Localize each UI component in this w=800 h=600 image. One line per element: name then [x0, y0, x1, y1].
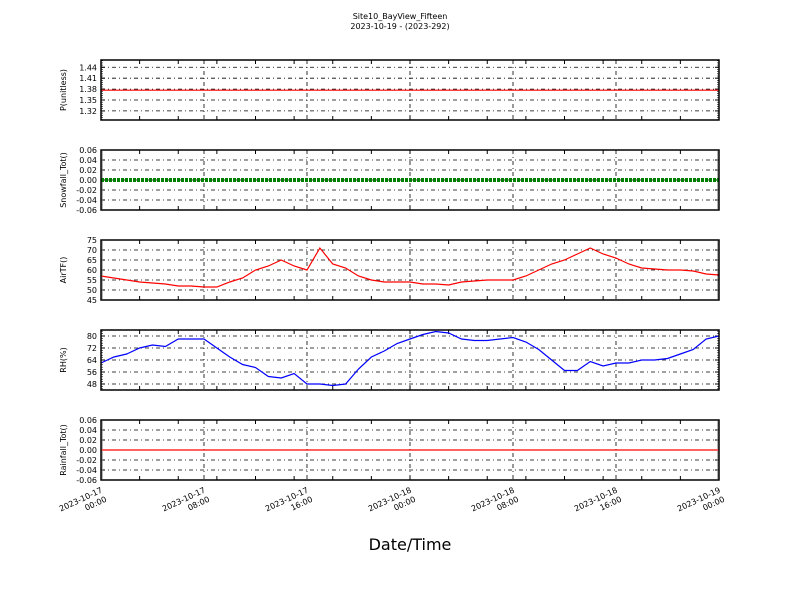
y-axis-label: Rainfall_Tot()	[59, 424, 68, 476]
y-tick-label: 64	[87, 356, 97, 365]
y-tick-label: 45	[87, 296, 97, 305]
y-tick-label: 70	[87, 246, 97, 255]
y-tick-label: -0.04	[76, 196, 97, 205]
y-tick-label: -0.06	[76, 206, 97, 215]
panel-frame	[100, 239, 720, 301]
chart-subtitle: 2023-10-19 - (2023-292)	[350, 22, 449, 31]
x-tick-label: 2023-10-1800:00	[367, 486, 417, 523]
y-tick-label: 0.06	[79, 416, 97, 425]
y-axis-label: Snowfall_Tot()	[59, 152, 68, 208]
x-tick-label: 2023-10-1816:00	[573, 486, 623, 523]
y-tick-label: 55	[87, 276, 97, 285]
x-tick-label: 2023-10-1700:00	[58, 486, 108, 523]
y-tick-label: 75	[87, 236, 97, 245]
panel-3: 48 56 64 72 80 RH(%)	[59, 329, 720, 391]
y-tick-label: 1.32	[79, 107, 97, 116]
x-tick-label: 2023-10-1900:00	[676, 486, 726, 523]
y-tick-label: 0.04	[79, 156, 97, 165]
y-tick-label: 0.00	[79, 446, 97, 455]
y-tick-label: 60	[87, 266, 97, 275]
y-tick-label: 72	[87, 344, 97, 353]
y-tick-label: 80	[87, 332, 97, 341]
y-tick-label: 1.41	[79, 74, 97, 83]
x-tick-label: 2023-10-1808:00	[470, 486, 520, 523]
y-tick-label: 0.02	[79, 166, 97, 175]
y-tick-label: 56	[87, 368, 97, 377]
panel-frame	[100, 59, 720, 121]
y-tick-label: 65	[87, 256, 97, 265]
panel-frame	[100, 149, 720, 211]
chart-title: Site10_BayView_Fifteen	[353, 12, 448, 21]
y-tick-label: 48	[87, 380, 97, 389]
x-tick-label: 2023-10-1716:00	[264, 486, 314, 523]
y-axis-label: AirTF()	[59, 257, 68, 284]
panel-frame	[100, 419, 720, 481]
y-tick-label: 1.35	[79, 96, 97, 105]
panel-1: -0.06-0.04-0.020.000.020.040.06 Snowfall_…	[59, 146, 720, 215]
panel-4: -0.06-0.04-0.020.000.020.040.06 Rainfall_…	[59, 416, 720, 485]
y-tick-label: -0.02	[76, 186, 97, 195]
y-tick-label: -0.02	[76, 456, 97, 465]
y-axis-label: P(unitless)	[59, 69, 68, 111]
y-tick-label: 1.44	[79, 63, 97, 72]
series-line	[100, 246, 720, 288]
panel-frame	[100, 329, 720, 391]
panel-0: 1.32 1.35 1.38 1.41 1.44 P(unitless)	[59, 59, 720, 121]
y-tick-label: 0.06	[79, 146, 97, 155]
series-line	[100, 330, 720, 387]
x-tick-label: 2023-10-1708:00	[161, 486, 211, 523]
y-tick-label: 50	[87, 286, 97, 295]
x-axis-label: Date/Time	[369, 535, 452, 554]
y-axis-label: RH(%)	[59, 347, 68, 372]
y-tick-label: 1.38	[79, 85, 97, 94]
y-tick-label: -0.04	[76, 466, 97, 475]
y-tick-label: 0.04	[79, 426, 97, 435]
y-tick-label: -0.06	[76, 476, 97, 485]
y-tick-label: 0.02	[79, 436, 97, 445]
y-tick-label: 0.00	[79, 176, 97, 185]
